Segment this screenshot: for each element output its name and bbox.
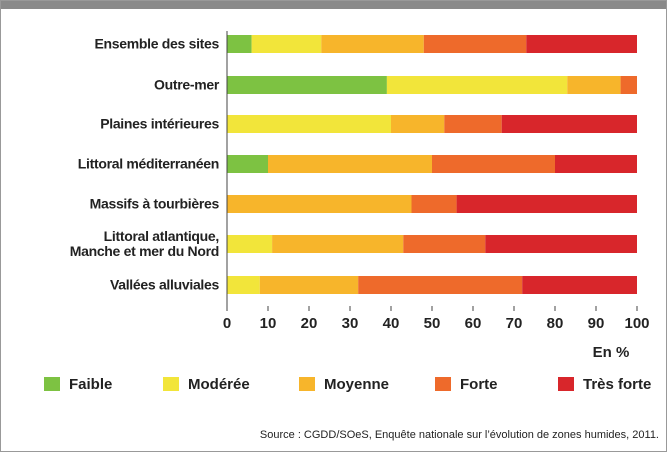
bar-segment [227, 76, 387, 94]
x-tick-label: 60 [465, 315, 482, 332]
bar-segment [403, 235, 486, 253]
legend-swatch [435, 377, 451, 391]
bar-segment [485, 235, 637, 253]
category-label: Littoral méditerranéen [77, 155, 220, 172]
bar-segment [227, 155, 268, 173]
x-tick-label: 30 [342, 315, 359, 332]
x-tick-label: 40 [383, 315, 400, 332]
bar-segment [358, 276, 523, 294]
bar-segment [251, 35, 322, 53]
x-tick-label: 50 [424, 315, 441, 332]
x-axis-label: En % [593, 344, 630, 361]
bar-segment [386, 76, 568, 94]
bar-segment [456, 195, 637, 213]
x-tick-label: 100 [624, 315, 649, 332]
bar-segment [567, 76, 621, 94]
source: Source : CGDD/SOeS, Enquête nationale su… [260, 429, 659, 441]
x-tick-label: 20 [301, 315, 318, 332]
legend-label: Très forte [583, 376, 651, 393]
bar-segment [411, 195, 457, 213]
category-label: Outre-mer [154, 76, 219, 93]
category-label: Vallées alluviales [109, 276, 219, 293]
bar-segment [321, 35, 424, 53]
x-tick-label: 0 [223, 315, 231, 332]
legend-swatch [163, 377, 179, 391]
legend-label: Faible [69, 376, 112, 393]
category-label: Massifs à tourbières [89, 195, 220, 212]
bar-segment [391, 115, 445, 133]
bar-segment [522, 276, 637, 294]
x-tick-label: 70 [506, 315, 523, 332]
bar-segment [272, 235, 404, 253]
bar-segment [555, 155, 637, 173]
legend-label: Forte [460, 376, 498, 393]
category-label: Littoral atlantique, Manche et mer du No… [69, 228, 220, 259]
bar-segment [423, 35, 527, 53]
legend-swatch [299, 377, 315, 391]
bar-segment [227, 35, 252, 53]
category-label: Plaines intérieures [100, 115, 219, 132]
x-tick-label: 90 [588, 315, 605, 332]
bar-segment [259, 276, 359, 294]
legend-label: Moyenne [324, 376, 389, 393]
bar-segment [432, 155, 555, 173]
x-tick-label: 10 [260, 315, 277, 332]
legend-swatch [44, 377, 60, 391]
bar-segment [227, 115, 391, 133]
category-label: Ensemble des sites [94, 35, 219, 52]
x-tick-label: 80 [547, 315, 564, 332]
bar-segment [227, 235, 273, 253]
bar-segment [227, 276, 260, 294]
bar-segment [227, 195, 412, 213]
bar-segment [526, 35, 637, 53]
legend-label: Modérée [188, 376, 250, 393]
legend-swatch [558, 377, 574, 391]
bar-segment [620, 76, 637, 94]
bar-segment [444, 115, 502, 133]
bar-segment [268, 155, 432, 173]
bar-segment [501, 115, 637, 133]
top-bar [1, 1, 666, 9]
